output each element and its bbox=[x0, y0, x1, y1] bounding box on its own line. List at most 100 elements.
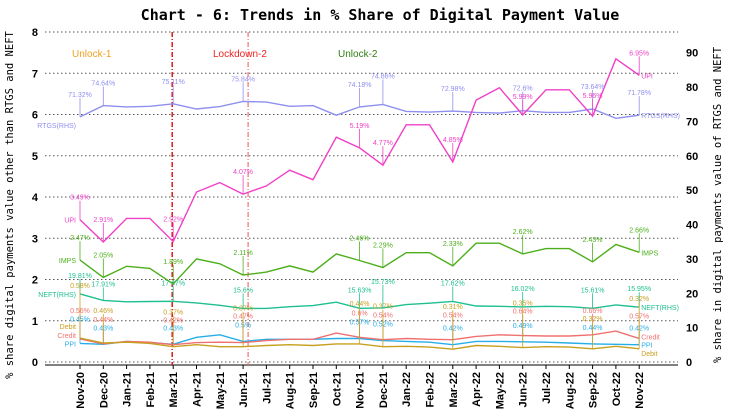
data-label: 2.11% bbox=[233, 250, 252, 257]
data-label: 0.37% bbox=[163, 310, 183, 317]
y-tick-label: 0 bbox=[32, 357, 38, 369]
y2-tick-label: 90 bbox=[686, 48, 698, 60]
data-label: 74.18% bbox=[348, 82, 372, 89]
x-tick-label: Jun-22 bbox=[518, 372, 530, 407]
y-tick-label: 2 bbox=[32, 275, 38, 287]
x-tick-label: Feb-21 bbox=[145, 372, 157, 407]
series-name-label-end: NEFT(RHS) bbox=[641, 305, 679, 312]
data-label: 0.37% bbox=[233, 306, 253, 313]
x-tick-label: Jul-22 bbox=[541, 372, 553, 404]
phase-label: Unlock-1 bbox=[72, 49, 112, 60]
y2-tick-label: 60 bbox=[686, 151, 698, 163]
y2-tick-label: 30 bbox=[686, 254, 698, 266]
x-tick-label: Mar-21 bbox=[168, 372, 180, 407]
x-tick-label: Nov-21 bbox=[355, 372, 367, 409]
series-name-label-start: RTGS(RHS) bbox=[37, 123, 76, 130]
annotations-upi: 3.49% 2.91% 2.92% 4.07% 5.19% 4.77% 4.85% 5.99%… bbox=[70, 50, 649, 242]
data-label: 5.99% bbox=[513, 94, 533, 101]
x-tick-label: Nov-20 bbox=[75, 372, 87, 409]
series-name-label-end: Credit bbox=[641, 334, 660, 341]
data-label: 72.6% bbox=[513, 86, 533, 93]
series-name-label-end: UPI bbox=[641, 73, 653, 80]
data-label: 16.02% bbox=[511, 286, 535, 293]
chart-title: Chart - 6: Trends in % Share of Digital … bbox=[141, 6, 620, 24]
x-tick-label: Jan-21 bbox=[122, 372, 134, 407]
x-tick-label: Sep-21 bbox=[308, 372, 320, 408]
data-label: 73.64% bbox=[581, 84, 605, 91]
data-label: 4.07% bbox=[233, 169, 253, 176]
data-label: 2.91% bbox=[93, 217, 113, 224]
series-name-label-start: UPI bbox=[64, 218, 76, 225]
data-label: 71.32% bbox=[68, 92, 92, 99]
data-label: 74.86% bbox=[371, 74, 395, 81]
data-label: 0.66% bbox=[583, 308, 603, 315]
x-tick-label: Dec-21 bbox=[378, 372, 390, 408]
data-label: 15.6% bbox=[233, 287, 253, 294]
annotations-rtgsrhs: 71.32% 74.64% 75.11% 75.84% 74.18%74.86% 72.9… bbox=[68, 74, 651, 117]
data-label: 2.46% bbox=[350, 236, 370, 243]
data-label: 0.31% bbox=[443, 304, 463, 311]
series-name-label-end: PPI bbox=[641, 343, 652, 350]
y-tick-label: 6 bbox=[32, 110, 38, 122]
phase-label: Unlock-2 bbox=[338, 49, 378, 60]
data-label: 4.77% bbox=[373, 140, 393, 147]
x-tick-label: Dec-20 bbox=[98, 372, 110, 408]
data-label: 2.05% bbox=[93, 252, 113, 259]
x-tick-label: Sep-22 bbox=[588, 372, 600, 408]
y2-tick-label: 70 bbox=[686, 116, 698, 128]
y2-tick-label: 0 bbox=[686, 357, 692, 369]
data-label: 1.89% bbox=[163, 259, 183, 266]
x-tick-label: Jun-21 bbox=[238, 372, 250, 407]
data-label: 5.96% bbox=[583, 93, 603, 100]
data-label: 0.44% bbox=[350, 301, 370, 308]
y2-tick-label: 40 bbox=[686, 220, 698, 232]
y-axis-right-title: % share in digital payments value of RTG… bbox=[712, 46, 724, 363]
data-label: 71.78% bbox=[627, 90, 651, 97]
x-tick-label: May-22 bbox=[494, 372, 506, 409]
annotations-imps: 2.47% 2.05% 1.89% 2.11% 2.46%2.29% 2.33% 2.62%… bbox=[70, 227, 649, 285]
data-label: 15.73% bbox=[371, 279, 395, 286]
data-label: 0.32% bbox=[583, 316, 603, 323]
series-name-label-end: RTGS(RHS) bbox=[641, 113, 680, 120]
x-tick-label: May-21 bbox=[215, 372, 227, 409]
y2-tick-label: 10 bbox=[686, 323, 698, 335]
y2-tick-label: 50 bbox=[686, 185, 698, 197]
x-tick-label: Oct-21 bbox=[331, 372, 343, 406]
data-label: 2.43% bbox=[583, 237, 603, 244]
data-label: 17.62% bbox=[441, 280, 465, 287]
y2-tick-label: 20 bbox=[686, 288, 698, 300]
series-name-label-end: IMPS bbox=[641, 250, 658, 257]
data-label: 75.84% bbox=[231, 76, 255, 83]
data-label: 15.95% bbox=[627, 286, 651, 293]
data-label: 74.64% bbox=[91, 81, 115, 88]
data-label: 19.81% bbox=[68, 273, 92, 280]
x-tick-label: Apr-22 bbox=[471, 372, 483, 407]
y2-tick-label: 80 bbox=[686, 82, 698, 94]
data-label: 0.58% bbox=[70, 283, 90, 290]
y-tick-label: 7 bbox=[32, 68, 38, 80]
x-tick-label: Oct-22 bbox=[611, 372, 623, 406]
data-label: 15.63% bbox=[348, 287, 372, 294]
data-label: 6.95% bbox=[629, 50, 649, 57]
x-tick-label: Nov-22 bbox=[634, 372, 646, 409]
x-tick-label: Feb-22 bbox=[425, 372, 437, 407]
y-tick-label: 5 bbox=[32, 151, 38, 163]
y-tick-label: 8 bbox=[32, 27, 38, 39]
data-label: 0.46% bbox=[93, 308, 113, 315]
data-label: 2.33% bbox=[443, 241, 463, 248]
series-name-label-start: PPI bbox=[65, 341, 76, 348]
x-tick-label: Aug-22 bbox=[564, 372, 576, 409]
data-label: 2.29% bbox=[373, 243, 393, 250]
data-label: 75.11% bbox=[162, 79, 185, 86]
y-tick-label: 4 bbox=[32, 192, 39, 204]
data-label: 17.67% bbox=[161, 280, 185, 287]
data-label: 2.66% bbox=[629, 227, 649, 234]
data-label: 2.92% bbox=[163, 217, 183, 224]
series-name-label-start: NEFT(RHS) bbox=[38, 292, 76, 299]
series-name-label-end: Debit bbox=[641, 351, 657, 358]
x-tick-label: Jan-22 bbox=[401, 372, 413, 407]
data-label: 4.85% bbox=[443, 137, 463, 144]
y-tick-label: 1 bbox=[32, 316, 38, 328]
data-label: 0.32% bbox=[629, 296, 649, 303]
